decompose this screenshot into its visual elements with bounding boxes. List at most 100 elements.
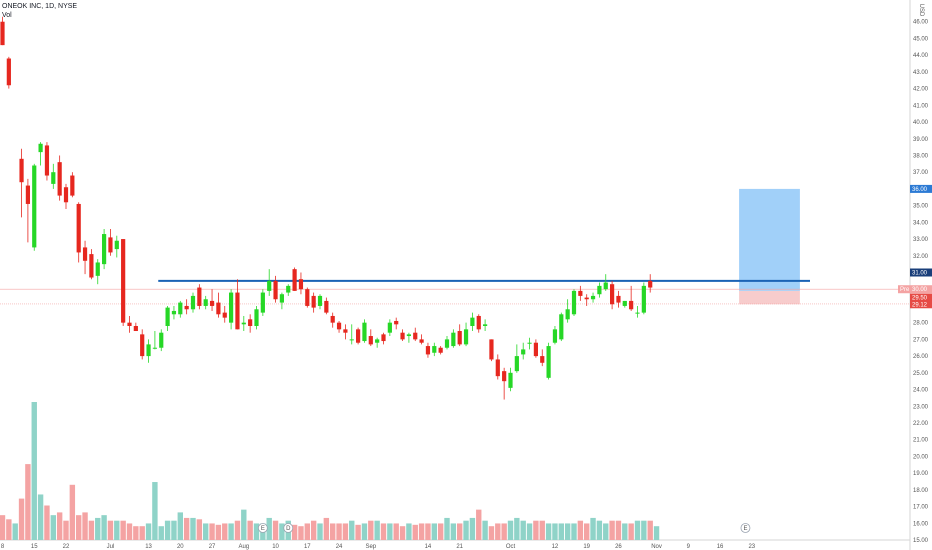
candle-body <box>324 300 329 313</box>
candle-body <box>203 299 208 306</box>
y-tick-label: 42.00 <box>913 87 929 93</box>
y-tick-label: 28.00 <box>913 321 929 327</box>
candle-body <box>571 290 577 315</box>
x-tick-label: 14 <box>425 544 432 550</box>
candle-body <box>152 347 157 349</box>
candle-body <box>406 334 411 337</box>
x-tick-label: 13 <box>145 544 152 550</box>
candle-body <box>178 302 183 315</box>
volume-bar <box>63 520 69 540</box>
volume-bar <box>488 526 495 540</box>
volume-bar <box>69 484 76 540</box>
volume-bar <box>31 402 37 540</box>
x-tick-label: 20 <box>177 544 184 550</box>
volume-bar <box>139 526 145 540</box>
volume-bar <box>145 523 152 540</box>
x-tick-label: 19 <box>583 544 590 550</box>
volume-bar <box>76 515 82 540</box>
candle-body <box>533 342 538 357</box>
candle-body <box>76 203 81 253</box>
volume-bar <box>317 523 323 540</box>
y-tick-label: 23.00 <box>913 404 929 410</box>
price-tag-box <box>910 184 932 193</box>
x-tick-label: Aug <box>238 544 249 550</box>
volume-bar <box>501 523 507 540</box>
volume-bar <box>495 523 501 540</box>
volume-bar <box>469 517 476 540</box>
volume-indicator-label: Vol <box>2 12 12 19</box>
x-tick-label: 26 <box>615 544 622 550</box>
x-tick-label: 21 <box>456 544 463 550</box>
candle-body <box>286 285 291 293</box>
candle-body <box>343 329 348 333</box>
volume-bar <box>158 526 164 540</box>
x-tick-label: 12 <box>552 544 559 550</box>
volume-bar <box>50 515 56 540</box>
price-tag: 31.00 <box>910 268 932 277</box>
candle-body <box>590 295 596 300</box>
candle-body <box>51 172 56 184</box>
candle-body <box>521 349 526 355</box>
candle-body <box>336 322 342 330</box>
volume-bar <box>514 517 520 540</box>
y-tick-label: 37.00 <box>913 170 929 176</box>
y-tick-label: 25.00 <box>913 371 929 377</box>
volume-bar <box>590 517 596 540</box>
volume-bar <box>393 523 399 540</box>
candle-body <box>552 329 558 343</box>
x-tick-label: Oct <box>506 544 516 550</box>
y-tick-label: 18.00 <box>913 488 929 494</box>
currency-label: USD <box>918 4 924 17</box>
candle-body <box>451 332 456 347</box>
candle-body <box>597 285 602 295</box>
candle-body <box>140 334 145 357</box>
y-tick-label: 33.00 <box>913 237 929 243</box>
volume-bar <box>342 523 349 540</box>
candle-body <box>356 329 361 343</box>
volume-bar <box>457 523 463 540</box>
volume-bar <box>177 512 183 540</box>
volume-bar <box>336 523 342 540</box>
price-tag-label: 36.00 <box>912 187 928 193</box>
volume-bar <box>222 523 228 540</box>
candle-body <box>209 300 215 306</box>
candle-body <box>578 290 583 296</box>
volume-bar <box>95 517 101 540</box>
volume-bar <box>533 520 539 540</box>
candle-body <box>463 329 469 345</box>
volume-bar <box>323 517 330 540</box>
chart-header-symbol: ONEOK INC, 1D, NYSE <box>2 3 78 10</box>
volume-bar <box>272 520 279 540</box>
candle-body <box>432 346 437 353</box>
volume-bar <box>6 519 12 540</box>
y-tick-label: 21.00 <box>913 438 929 444</box>
candle-body <box>279 294 284 303</box>
candle-body <box>25 185 30 204</box>
y-tick-label: 32.00 <box>913 254 929 260</box>
volume-bar <box>82 512 88 540</box>
candle-body <box>305 289 310 306</box>
candle-body <box>641 285 646 313</box>
volume-bar <box>114 520 120 540</box>
candle-body <box>438 347 443 353</box>
candle-body <box>6 58 11 86</box>
volume-bar <box>196 519 203 540</box>
y-tick-label: 40.00 <box>913 120 929 126</box>
y-tick-label: 38.00 <box>913 153 929 159</box>
target-zone <box>739 188 800 291</box>
candle-body <box>495 359 500 377</box>
y-tick-label: 45.00 <box>913 36 929 42</box>
candle-body <box>514 356 519 372</box>
candle-body <box>502 371 507 382</box>
volume-bar <box>234 520 241 540</box>
candle-body <box>508 372 513 388</box>
price-tag-label: 30.00 <box>912 287 928 293</box>
candle-body <box>44 145 50 176</box>
volume-bar <box>539 520 545 540</box>
volume-bar <box>647 520 653 540</box>
volume-bar <box>241 509 247 540</box>
price-tag-box <box>910 285 932 294</box>
candle-body <box>470 317 475 326</box>
candle-body <box>387 322 392 333</box>
